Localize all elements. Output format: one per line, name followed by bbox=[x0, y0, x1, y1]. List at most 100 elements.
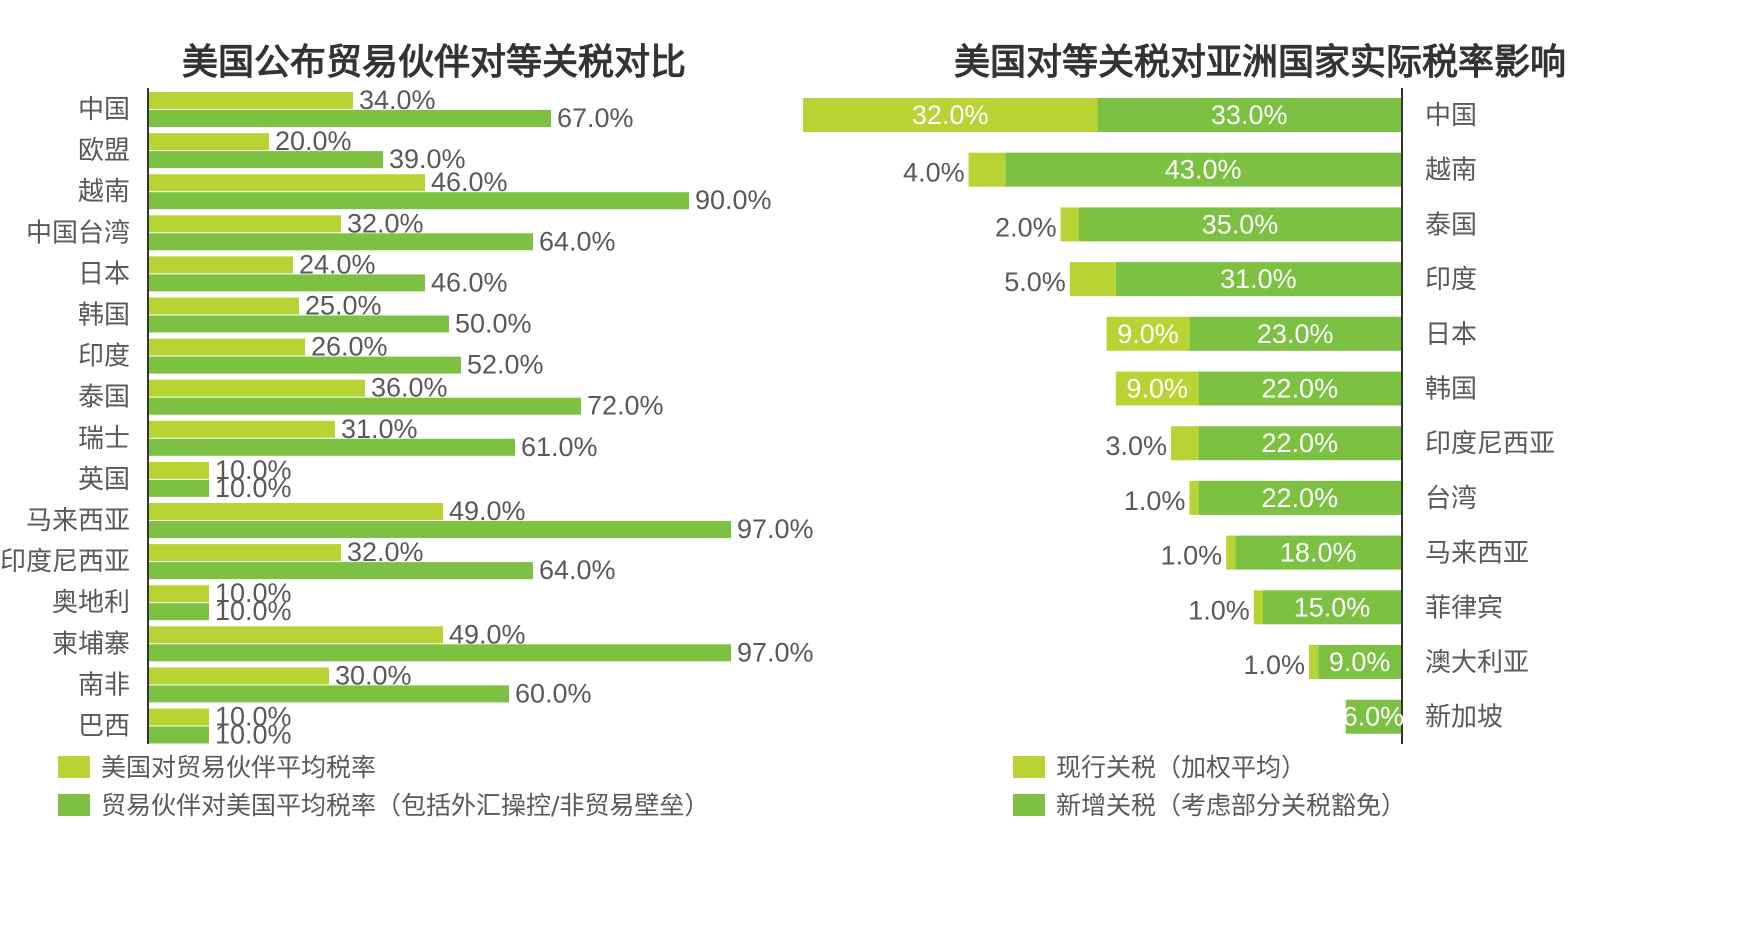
left-label-partner-rate: 97.0% bbox=[737, 514, 814, 544]
right-label-current-tariff: 1.0% bbox=[1243, 650, 1305, 680]
left-bar-partner-rate bbox=[149, 233, 533, 251]
legend-swatch bbox=[1013, 756, 1045, 778]
left-bar-us-rate bbox=[149, 92, 353, 109]
left-bar-us-rate bbox=[149, 544, 341, 562]
legend-label: 贸易伙伴对美国平均税率（包括外汇操控/非贸易壁垒） bbox=[101, 791, 709, 820]
left-label-partner-rate: 10.0% bbox=[215, 596, 292, 626]
right-label-current-tariff: 32.0% bbox=[912, 100, 989, 130]
left-bar-us-rate bbox=[149, 215, 341, 233]
left-bar-us-rate bbox=[149, 256, 293, 274]
right-bar-new-tariff bbox=[1198, 371, 1401, 406]
left-category-label: 奥地利 bbox=[52, 588, 130, 618]
left-bar-partner-rate bbox=[149, 397, 581, 415]
left-bar-partner-rate bbox=[149, 562, 533, 580]
left-bar-partner-rate bbox=[149, 110, 551, 127]
chart-title-left: 美国公布贸易伙伴对等关税对比 bbox=[182, 42, 686, 83]
right-label-new-tariff: 23.0% bbox=[1257, 319, 1334, 349]
right-bar-new-tariff bbox=[1345, 699, 1401, 734]
legend-label: 美国对贸易伙伴平均税率 bbox=[101, 753, 376, 782]
right-label-new-tariff: 35.0% bbox=[1202, 209, 1279, 239]
right-bar-current-tariff bbox=[1226, 535, 1236, 570]
left-bar-partner-rate bbox=[149, 438, 515, 456]
left-bar-us-rate bbox=[149, 503, 443, 520]
left-bar-us-rate bbox=[149, 585, 209, 603]
right-bar-current-tariff bbox=[1171, 426, 1199, 461]
right-label-new-tariff: 9.0% bbox=[1329, 647, 1391, 677]
chart-title-right: 美国对等关税对亚洲国家实际税率影响 bbox=[954, 42, 1566, 83]
left-label-partner-rate: 39.0% bbox=[389, 144, 466, 174]
left-category-label: 瑞士 bbox=[78, 424, 130, 454]
left-category-label: 马来西亚 bbox=[26, 506, 130, 536]
legend-swatch bbox=[58, 756, 90, 778]
right-label-new-tariff: 6.0% bbox=[1343, 702, 1405, 732]
right-category-label: 印度尼西亚 bbox=[1425, 429, 1555, 459]
right-category-label: 马来西亚 bbox=[1425, 539, 1529, 569]
left-bar-partner-rate bbox=[149, 685, 509, 703]
right-label-current-tariff: 9.0% bbox=[1117, 319, 1179, 349]
left-bar-partner-rate bbox=[149, 151, 383, 169]
legend-label: 现行关税（加权平均） bbox=[1056, 753, 1306, 782]
left-category-label: 中国 bbox=[78, 95, 130, 125]
right-bar-current-tariff bbox=[1189, 480, 1199, 515]
left-category-label: 柬埔寨 bbox=[52, 629, 130, 659]
right-label-current-tariff: 1.0% bbox=[1124, 486, 1186, 516]
right-category-label: 澳大利亚 bbox=[1425, 648, 1529, 678]
left-label-partner-rate: 64.0% bbox=[539, 555, 616, 585]
right-category-label: 泰国 bbox=[1425, 210, 1477, 240]
right-label-current-tariff: 5.0% bbox=[1004, 267, 1066, 297]
right-label-new-tariff: 15.0% bbox=[1294, 592, 1371, 622]
left-label-partner-rate: 97.0% bbox=[737, 637, 814, 667]
left-bar-us-rate bbox=[149, 379, 365, 397]
left-label-us-rate: 10.0% bbox=[215, 578, 292, 608]
left-label-partner-rate: 46.0% bbox=[431, 267, 508, 297]
right-bar-new-tariff bbox=[1079, 207, 1401, 242]
left-label-partner-rate: 10.0% bbox=[215, 720, 292, 750]
right-bar-new-tariff bbox=[1097, 98, 1401, 132]
left-category-label: 巴西 bbox=[78, 712, 130, 742]
left-label-partner-rate: 10.0% bbox=[215, 473, 292, 503]
left-bar-partner-rate bbox=[149, 192, 689, 210]
right-label-new-tariff: 22.0% bbox=[1262, 374, 1339, 404]
left-category-label: 中国台湾 bbox=[26, 218, 130, 248]
left-category-label: 南非 bbox=[78, 670, 130, 700]
right-category-label: 印度 bbox=[1425, 265, 1477, 295]
right-label-current-tariff: 9.0% bbox=[1126, 374, 1188, 404]
left-category-label: 泰国 bbox=[78, 383, 130, 413]
left-bar-partner-rate bbox=[149, 356, 461, 374]
left-bar-partner-rate bbox=[149, 603, 209, 621]
right-category-label: 新加坡 bbox=[1425, 703, 1503, 733]
right-category-label: 日本 bbox=[1425, 320, 1477, 350]
right-bar-current-tariff bbox=[1069, 262, 1116, 297]
left-bar-partner-rate bbox=[149, 315, 449, 333]
left-label-partner-rate: 60.0% bbox=[515, 678, 592, 708]
right-category-label: 台湾 bbox=[1425, 484, 1477, 514]
right-label-current-tariff: 1.0% bbox=[1188, 595, 1250, 625]
left-label-partner-rate: 52.0% bbox=[467, 350, 544, 380]
left-label-partner-rate: 90.0% bbox=[695, 185, 772, 215]
right-category-label: 韩国 bbox=[1425, 375, 1477, 405]
right-label-new-tariff: 43.0% bbox=[1165, 155, 1242, 185]
right-bar-new-tariff bbox=[1198, 426, 1401, 461]
right-category-label: 菲律宾 bbox=[1425, 593, 1503, 623]
right-bar-current-tariff bbox=[1106, 316, 1190, 351]
right-bar-current-tariff bbox=[1060, 207, 1079, 242]
left-category-label: 印度尼西亚 bbox=[0, 547, 130, 577]
right-bar-new-tariff bbox=[1263, 590, 1401, 625]
left-label-partner-rate: 50.0% bbox=[455, 309, 532, 339]
left-bar-us-rate bbox=[149, 174, 425, 192]
right-bar-new-tariff bbox=[1115, 262, 1401, 297]
right-label-new-tariff: 18.0% bbox=[1280, 538, 1357, 568]
left-bar-us-rate bbox=[149, 667, 329, 685]
right-bar-current-tariff bbox=[1115, 371, 1199, 406]
left-bar-partner-rate bbox=[149, 479, 209, 497]
left-label-partner-rate: 67.0% bbox=[557, 103, 634, 133]
legend-swatch bbox=[58, 794, 90, 816]
right-bar-new-tariff bbox=[1198, 480, 1401, 515]
left-category-label: 日本 bbox=[78, 259, 130, 289]
left-label-partner-rate: 64.0% bbox=[539, 226, 616, 256]
right-label-new-tariff: 22.0% bbox=[1262, 428, 1339, 458]
left-label-partner-rate: 72.0% bbox=[587, 391, 664, 421]
left-bar-partner-rate bbox=[149, 726, 209, 744]
